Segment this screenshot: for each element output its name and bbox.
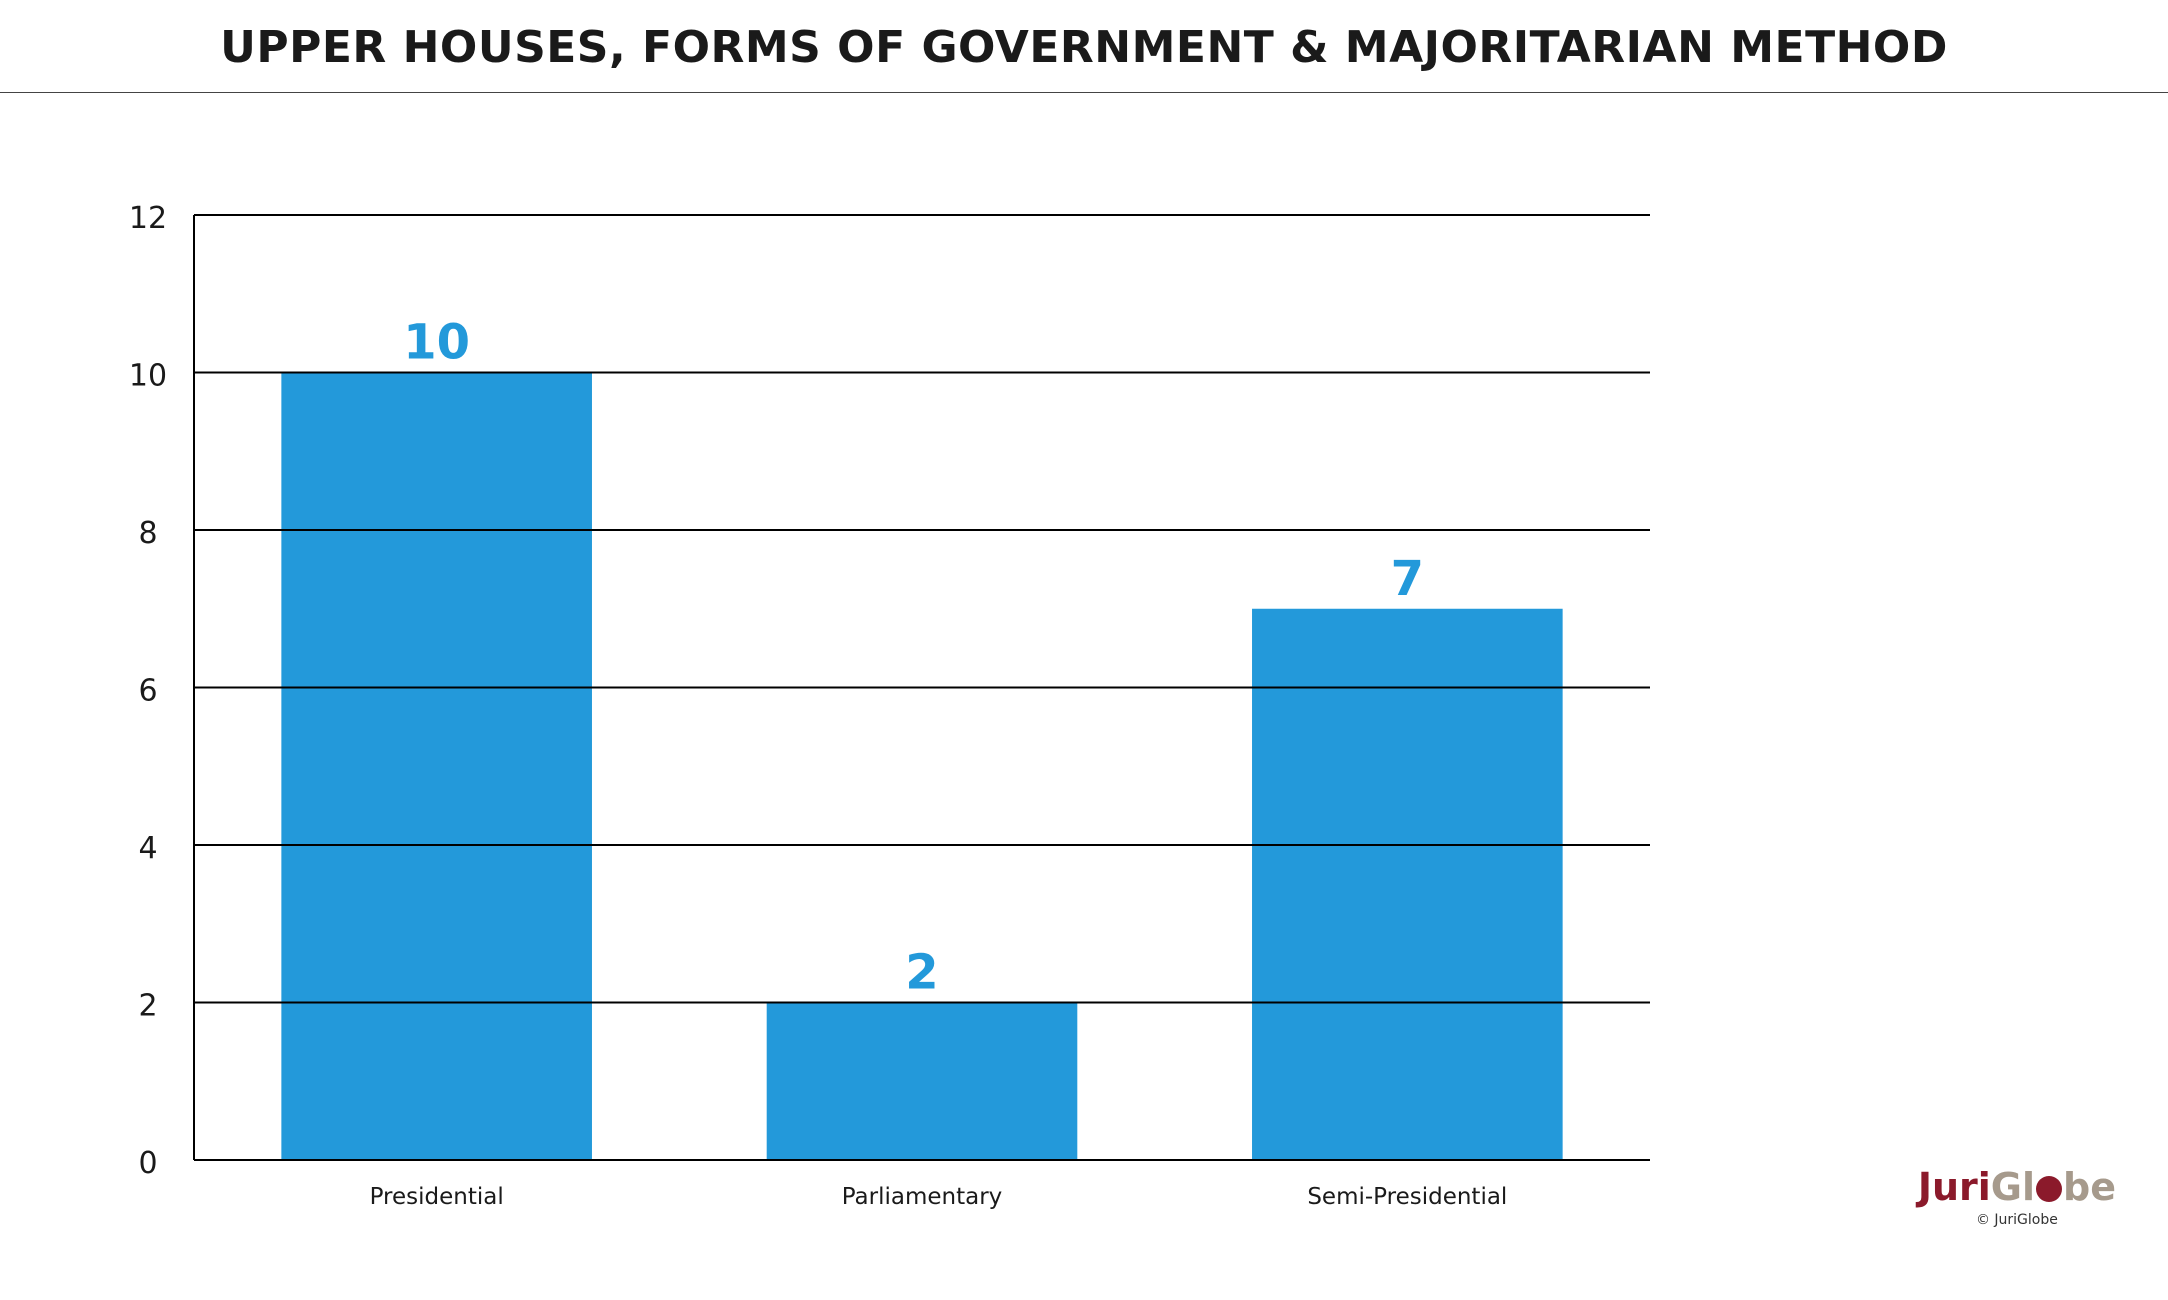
y-tick-label-0: 0 bbox=[138, 1146, 157, 1181]
data-label-parliamentary: 2 bbox=[905, 945, 938, 1001]
logo-wordmark: JuriGl be bbox=[1918, 1168, 2116, 1206]
juriglobe-logo: JuriGl be © JuriGlobe bbox=[1918, 1168, 2116, 1228]
bar-parliamentary bbox=[766, 1002, 1078, 1160]
logo-text-gl: Gl bbox=[1990, 1165, 2036, 1209]
y-tick-label-4: 4 bbox=[138, 831, 157, 866]
y-tick-label-12: 12 bbox=[129, 201, 167, 236]
y-tick-label-6: 6 bbox=[138, 674, 157, 709]
logo-copyright: © JuriGlobe bbox=[1975, 1212, 2058, 1228]
data-label-semi-presidential: 7 bbox=[1391, 551, 1424, 607]
bar-presidential bbox=[281, 372, 592, 1160]
logo-text-be: be bbox=[2063, 1165, 2116, 1209]
bar-semi-presidential bbox=[1252, 608, 1563, 1160]
data-label-presidential: 10 bbox=[403, 315, 470, 371]
chart-title: UPPER HOUSES, FORMS OF GOVERNMENT & MAJO… bbox=[220, 22, 1948, 73]
category-label-semi-presidential: Semi-Presidential bbox=[1307, 1184, 1507, 1210]
logo-text-juri: Juri bbox=[1917, 1165, 1991, 1209]
title-divider bbox=[0, 92, 2168, 93]
y-tick-label-2: 2 bbox=[138, 989, 157, 1024]
category-label-presidential: Presidential bbox=[370, 1184, 504, 1210]
category-label-parliamentary: Parliamentary bbox=[842, 1184, 1003, 1210]
globe-icon bbox=[2036, 1176, 2063, 1202]
y-tick-label-8: 8 bbox=[138, 516, 157, 551]
y-tick-label-10: 10 bbox=[129, 359, 167, 394]
